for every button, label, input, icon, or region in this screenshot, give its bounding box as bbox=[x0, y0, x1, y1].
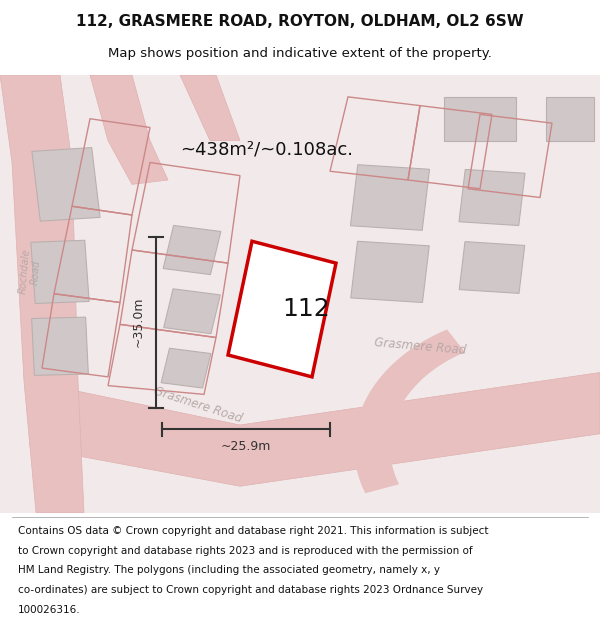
Text: ~438m²/~0.108ac.: ~438m²/~0.108ac. bbox=[180, 141, 353, 158]
Text: Grasmere Road: Grasmere Road bbox=[152, 385, 244, 426]
Text: HM Land Registry. The polygons (including the associated geometry, namely x, y: HM Land Registry. The polygons (includin… bbox=[18, 566, 440, 576]
Polygon shape bbox=[351, 241, 429, 302]
Polygon shape bbox=[163, 226, 221, 274]
Polygon shape bbox=[161, 348, 211, 388]
Polygon shape bbox=[459, 169, 525, 226]
Polygon shape bbox=[228, 241, 336, 377]
Polygon shape bbox=[459, 242, 525, 293]
Polygon shape bbox=[0, 75, 84, 512]
Polygon shape bbox=[354, 329, 465, 493]
Text: co-ordinates) are subject to Crown copyright and database rights 2023 Ordnance S: co-ordinates) are subject to Crown copyr… bbox=[18, 585, 483, 595]
Polygon shape bbox=[90, 75, 168, 184]
Text: 100026316.: 100026316. bbox=[18, 605, 80, 615]
Text: Grasmere Road: Grasmere Road bbox=[374, 336, 466, 357]
Polygon shape bbox=[32, 148, 100, 221]
Polygon shape bbox=[444, 97, 516, 141]
Text: Map shows position and indicative extent of the property.: Map shows position and indicative extent… bbox=[108, 48, 492, 61]
Text: 112: 112 bbox=[282, 297, 330, 321]
Polygon shape bbox=[546, 97, 594, 141]
Text: ~35.0m: ~35.0m bbox=[131, 297, 145, 348]
Polygon shape bbox=[350, 165, 430, 230]
Polygon shape bbox=[164, 289, 220, 334]
Text: ~25.9m: ~25.9m bbox=[221, 441, 271, 453]
Text: to Crown copyright and database rights 2023 and is reproduced with the permissio: to Crown copyright and database rights 2… bbox=[18, 546, 473, 556]
Polygon shape bbox=[30, 372, 600, 486]
Polygon shape bbox=[32, 317, 88, 376]
Polygon shape bbox=[31, 240, 89, 304]
Text: Contains OS data © Crown copyright and database right 2021. This information is : Contains OS data © Crown copyright and d… bbox=[18, 526, 488, 536]
Polygon shape bbox=[180, 75, 240, 141]
Text: Rochdale
Road: Rochdale Road bbox=[17, 248, 43, 296]
Text: 112, GRASMERE ROAD, ROYTON, OLDHAM, OL2 6SW: 112, GRASMERE ROAD, ROYTON, OLDHAM, OL2 … bbox=[76, 14, 524, 29]
